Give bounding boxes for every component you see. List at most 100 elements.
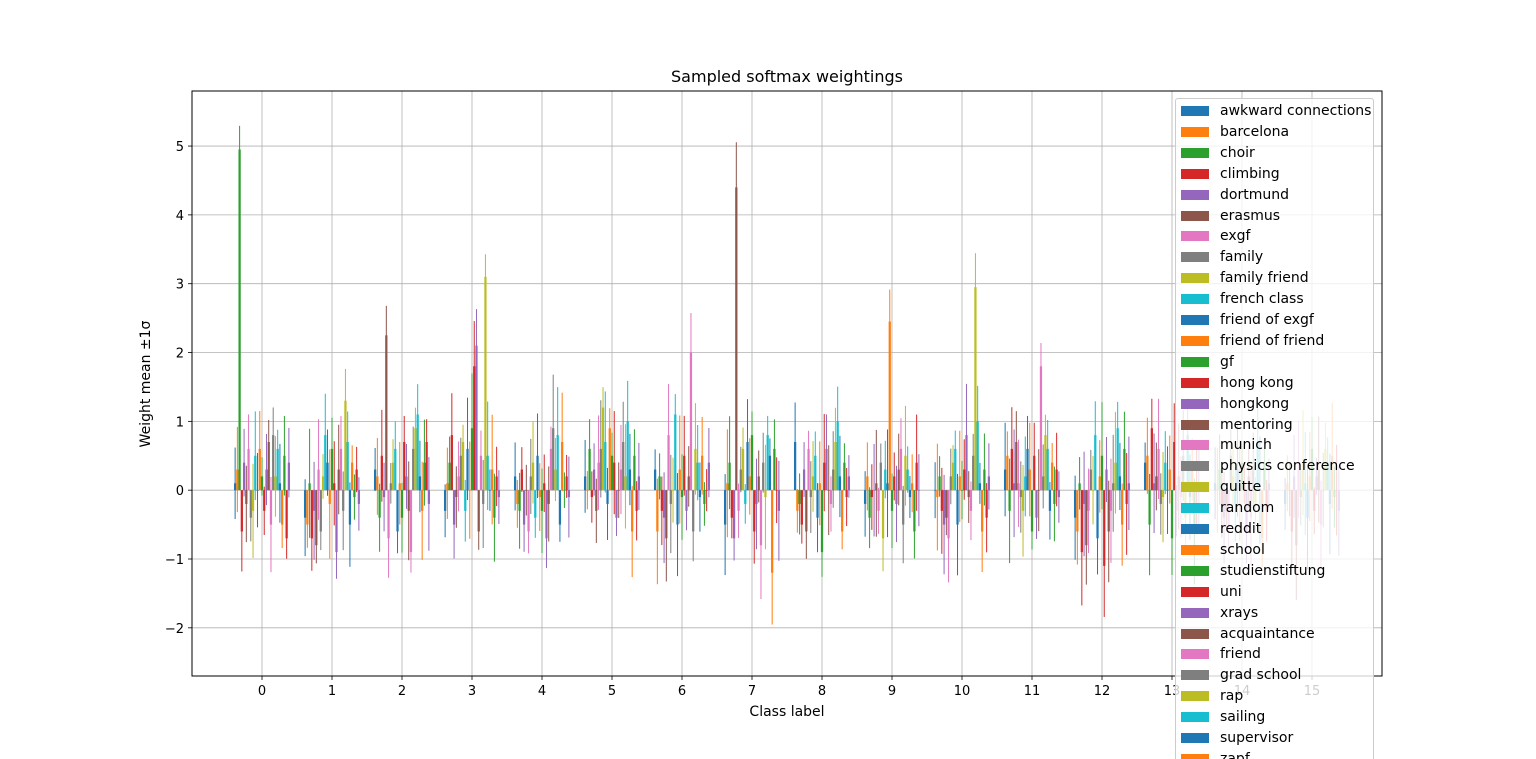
legend-swatch <box>1181 147 1209 158</box>
legend-item: friend <box>1181 644 1261 664</box>
legend-label: friend of exgf <box>1220 312 1314 328</box>
legend-item: french class <box>1181 289 1304 309</box>
x-tick-label: 1 <box>328 684 336 699</box>
bar <box>267 442 270 491</box>
legend-swatch <box>1181 419 1209 430</box>
legend-swatch <box>1181 628 1209 639</box>
legend-label: sailing <box>1220 709 1266 726</box>
legend-item: hongkong <box>1181 394 1289 414</box>
x-tick-label: 12 <box>1094 684 1111 699</box>
legend-swatch <box>1181 586 1209 597</box>
bar <box>409 490 413 553</box>
y-tick-label: 4 <box>176 209 184 224</box>
bar <box>344 400 347 491</box>
legend-label: rap <box>1220 688 1244 705</box>
legend-item: exgf <box>1181 226 1250 246</box>
legend-swatch <box>1181 607 1209 618</box>
legend-item: acquaintance <box>1181 624 1315 644</box>
bar <box>732 490 736 539</box>
bar <box>735 187 738 491</box>
legend-item: supervisor <box>1181 728 1293 748</box>
bar <box>473 366 476 491</box>
legend-swatch <box>1181 231 1209 242</box>
bar <box>319 490 322 532</box>
legend-label: awkward connections <box>1220 103 1372 119</box>
plot-frame <box>191 90 1383 677</box>
bar <box>477 490 480 532</box>
x-tick-label: 11 <box>1024 684 1041 699</box>
bar <box>475 345 478 491</box>
bar <box>750 435 754 491</box>
bar <box>1116 428 1119 491</box>
x-tick-label: 10 <box>954 684 971 699</box>
legend-swatch <box>1181 273 1209 284</box>
bar <box>1044 435 1047 491</box>
legend-swatch <box>1181 565 1209 576</box>
legend-item: hong kong <box>1181 373 1294 393</box>
x-tick-label: 4 <box>538 684 546 699</box>
legend-label: family <box>1220 249 1264 266</box>
legend-swatch <box>1181 503 1209 514</box>
legend-swatch <box>1181 544 1209 555</box>
chart-title: Sampled softmax weightings <box>671 67 903 86</box>
bar <box>601 407 605 491</box>
bar <box>285 490 288 539</box>
x-tick-label: 8 <box>818 684 826 699</box>
chart-legend: awkward connections barcelona choir climbin… <box>1175 98 1374 759</box>
legend-item: dortmund <box>1181 185 1289 205</box>
bar <box>276 448 279 491</box>
legend-item: awkward connections <box>1181 101 1371 121</box>
y-axis-ticks: −2 −1 0 1 2 3 4 5 <box>165 140 192 637</box>
legend-swatch <box>1181 210 1209 221</box>
legend-item: climbing <box>1181 164 1280 184</box>
legend-label: random <box>1220 500 1275 517</box>
legend-label: exgf <box>1220 228 1251 245</box>
legend-swatch <box>1181 753 1209 759</box>
legend-label: supervisor <box>1220 730 1294 746</box>
legend-swatch <box>1181 691 1209 702</box>
bar <box>238 149 241 491</box>
legend-item: studienstiftung <box>1181 561 1325 581</box>
legend-swatch <box>1181 461 1209 472</box>
legend-item: mentoring <box>1181 415 1293 435</box>
legend-label: quitte <box>1220 479 1262 496</box>
bar <box>385 335 388 491</box>
legend-item: family friend <box>1181 268 1309 288</box>
y-tick-label: 3 <box>176 278 184 293</box>
x-tick-label: 6 <box>678 684 686 699</box>
legend-swatch <box>1181 733 1209 743</box>
bar <box>766 435 769 491</box>
legend-label: reddit <box>1220 521 1262 537</box>
legend-item: physics conference <box>1181 456 1355 476</box>
bar <box>820 490 824 553</box>
legend-item: quitte <box>1181 477 1261 497</box>
x-tick-label: 0 <box>258 684 266 699</box>
legend-label: barcelona <box>1220 123 1290 140</box>
bar <box>674 414 677 491</box>
legend-swatch <box>1181 524 1209 534</box>
legend-swatch <box>1181 670 1209 681</box>
legend-swatch <box>1181 356 1209 367</box>
legend-swatch <box>1181 126 1209 137</box>
legend-label: hong kong <box>1220 374 1294 391</box>
legend-swatch <box>1181 482 1209 493</box>
legend-swatch <box>1181 106 1209 116</box>
bar <box>335 490 338 553</box>
x-axis-label: Class label <box>749 704 824 720</box>
legend-label: climbing <box>1220 165 1280 182</box>
legend-item: reddit <box>1181 519 1261 539</box>
legend-label: friend of friend <box>1220 332 1325 349</box>
legend-item: munich <box>1181 435 1272 455</box>
legend-swatch <box>1181 335 1209 346</box>
legend-item: gf <box>1181 352 1234 372</box>
legend-label: hongkong <box>1220 395 1290 412</box>
legend-swatch <box>1181 315 1209 325</box>
y-tick-label: 5 <box>176 140 184 155</box>
legend-swatch <box>1181 649 1209 660</box>
bar <box>974 287 977 491</box>
y-tick-label: −1 <box>165 553 184 568</box>
legend-label: munich <box>1220 437 1272 454</box>
bar <box>807 448 810 491</box>
legend-label: physics conference <box>1220 458 1355 475</box>
x-tick-label: 9 <box>888 684 896 699</box>
